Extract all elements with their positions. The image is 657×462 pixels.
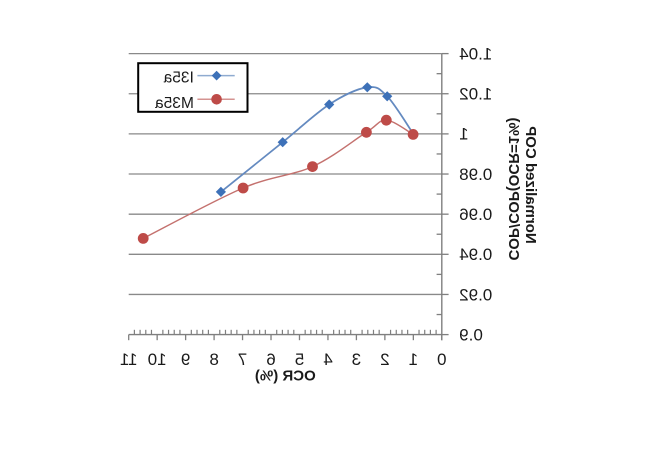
svg-text:0.92: 0.92 [459,285,492,304]
svg-text:1: 1 [459,125,468,144]
svg-text:1.04: 1.04 [459,44,492,63]
svg-text:2: 2 [380,350,389,369]
svg-text:8: 8 [209,350,218,369]
svg-text:0.96: 0.96 [459,205,492,224]
svg-text:3: 3 [352,350,361,369]
svg-text:I35a: I35a [163,69,194,86]
svg-text:9: 9 [181,350,190,369]
svg-text:M35a: M35a [155,95,194,112]
svg-text:0.9: 0.9 [459,326,483,345]
svg-text:1: 1 [409,350,418,369]
svg-text:7: 7 [238,350,247,369]
svg-text:4: 4 [323,350,332,369]
svg-text:0: 0 [437,350,446,369]
svg-text:COP/COP(OCR=1%): COP/COP(OCR=1%) [505,118,522,261]
svg-text:10: 10 [148,350,167,369]
svg-text:6: 6 [266,350,275,369]
svg-text:0.94: 0.94 [459,245,492,264]
svg-text:1.02: 1.02 [459,85,492,104]
svg-text:5: 5 [295,350,304,369]
svg-text:0.98: 0.98 [459,165,492,184]
svg-text:OCR (%): OCR (%) [255,367,316,384]
svg-text:11: 11 [120,350,138,369]
svg-text:Normalized COP: Normalized COP [522,126,539,244]
